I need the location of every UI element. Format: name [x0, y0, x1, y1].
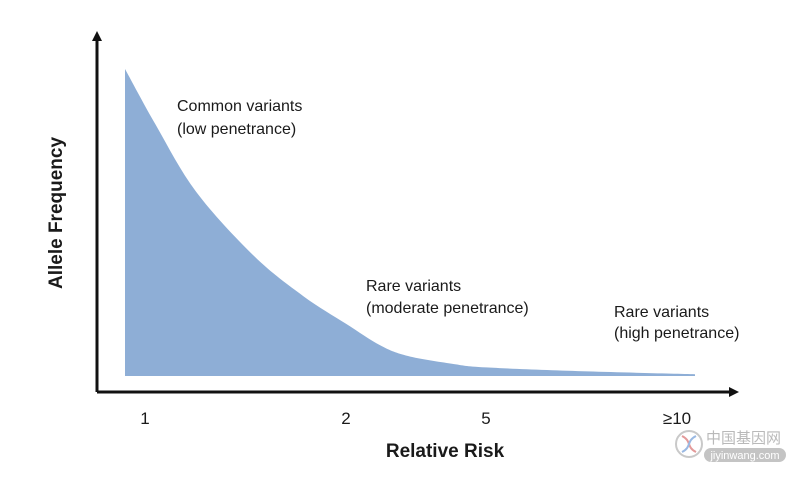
watermark-chinese-text: 中国基因网: [706, 429, 781, 447]
x-tick-label-10: ≥10: [663, 409, 691, 428]
annotation-common-variants-line2: (low penetrance): [177, 121, 296, 138]
allele-frequency-area: [125, 69, 695, 376]
x-tick-label-1: 1: [140, 409, 149, 428]
y-axis-title: Allele Frequency: [46, 137, 67, 289]
annotation-rare-high-line2: (high penetrance): [614, 325, 739, 342]
watermark-url: jiyinwang.com: [709, 450, 779, 462]
x-tick-label-2: 2: [341, 409, 350, 428]
x-tick-label-5: 5: [481, 409, 490, 428]
dna-logo-icon: [675, 430, 703, 458]
annotation-rare-high-line1: Rare variants: [614, 304, 709, 321]
x-axis-title: Relative Risk: [386, 441, 505, 462]
annotation-rare-moderate-line1: Rare variants: [366, 278, 461, 295]
annotation-rare-moderate-line2: (moderate penetrance): [366, 300, 529, 317]
watermark: 中国基因网 jiyinwang.com: [675, 429, 786, 462]
annotation-common-variants-line1: Common variants: [177, 98, 302, 115]
watermark-url-pill: [704, 448, 786, 462]
